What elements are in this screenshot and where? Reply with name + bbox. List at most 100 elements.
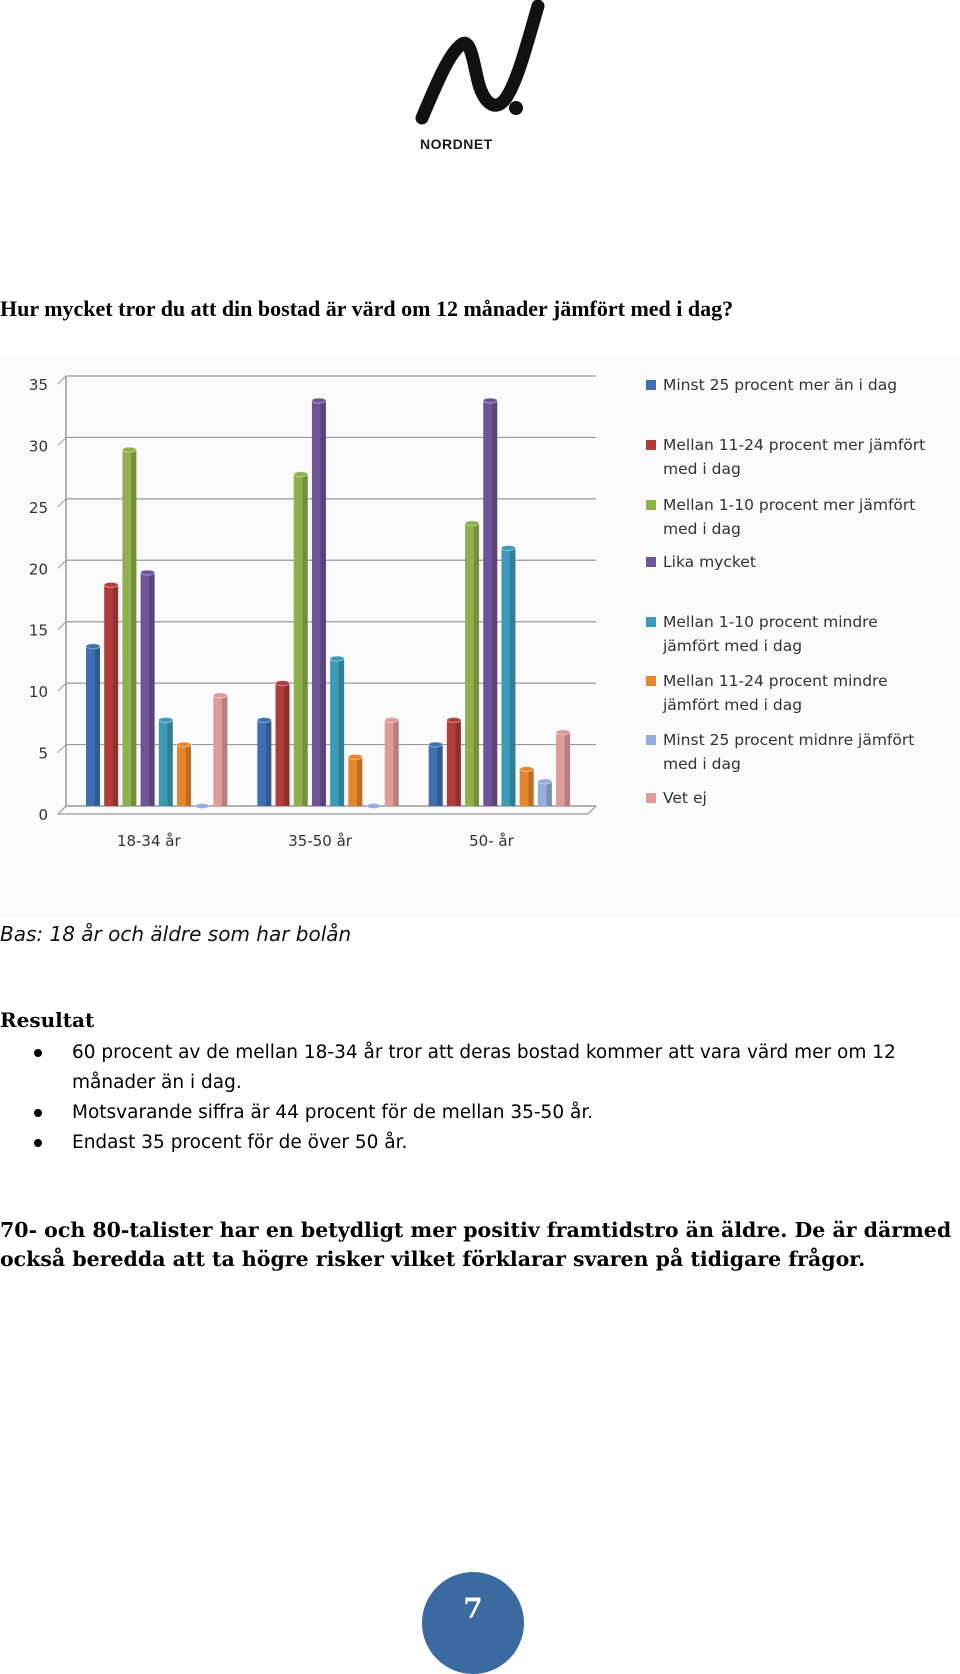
result-item: Endast 35 procent för de över 50 år. [0, 1128, 950, 1158]
legend-label: Minst 25 procent mer än i dag [663, 376, 897, 394]
bar [537, 781, 552, 806]
x-category-label: 35-50 år [288, 832, 353, 850]
legend-label: Vet ej [663, 789, 707, 807]
nordnet-n-logo-icon [415, 0, 545, 125]
bar-cap [121, 446, 137, 453]
y-tick-label: 20 [29, 560, 48, 578]
y-tick-label: 25 [29, 499, 48, 517]
bar [213, 695, 228, 806]
legend-label: jämfört med i dag [662, 696, 802, 714]
bar-cap [555, 729, 571, 736]
legend-swatch [646, 380, 656, 390]
bar-cap [140, 569, 156, 576]
bar [275, 683, 290, 806]
bar [122, 449, 137, 806]
nordnet-dot-icon [509, 101, 523, 115]
bar-cap [446, 717, 462, 723]
y-tick-label: 30 [29, 437, 48, 455]
bar-cap [537, 778, 553, 785]
grid-line-corner [57, 621, 67, 631]
brand-name: NORDNET [420, 136, 493, 152]
bar-shade [357, 756, 363, 806]
bar-cap [428, 741, 444, 748]
bar-cap [194, 803, 210, 809]
y-tick-label: 15 [29, 622, 48, 640]
legend-label: Mellan 11-24 procent mindre [663, 672, 888, 690]
bar-shade [546, 781, 552, 806]
bar-shade [131, 449, 137, 806]
legend-label: Minst 25 procent midnre jämfört [663, 731, 914, 749]
bar-shade [266, 720, 272, 806]
bar-cap [212, 692, 228, 699]
grid-line-corner [57, 682, 67, 692]
chart-background [0, 358, 960, 918]
legend-swatch [646, 793, 656, 803]
bar [348, 756, 363, 806]
legend-swatch [646, 500, 656, 510]
y-tick-label: 10 [29, 683, 48, 701]
legend-label: jämfört med i dag [662, 637, 802, 655]
grid-line-corner [57, 744, 67, 753]
legend-swatch [646, 735, 656, 745]
floor-right-line [587, 805, 597, 815]
bar [483, 400, 498, 806]
bar [519, 769, 534, 806]
grid-line-corner [57, 498, 67, 508]
bar-shade [473, 523, 480, 806]
results-list: 60 procent av de mellan 18-34 år tror at… [0, 1038, 950, 1158]
bar [446, 720, 461, 806]
bar-cap [85, 643, 101, 650]
bar [428, 744, 443, 806]
bar [501, 548, 516, 806]
bar-shade [302, 474, 308, 806]
bar-cap [366, 803, 382, 809]
bar [556, 732, 571, 806]
bar [384, 720, 399, 806]
bar [104, 584, 119, 806]
grid-line-corner [57, 375, 67, 385]
bar-cap [384, 717, 400, 723]
x-category-label: 18-34 år [117, 832, 182, 850]
base-note: Bas: 18 år och äldre som har bolån [0, 922, 352, 946]
bar-cap [500, 545, 516, 551]
bar [140, 572, 155, 806]
bar-shade [284, 683, 290, 806]
y-tick-label: 5 [38, 745, 48, 763]
bar-shade [94, 646, 100, 806]
legend-label: Mellan 1-10 procent mer jämfört [663, 496, 915, 514]
result-item: Motsvarande siffra är 44 procent för de … [0, 1098, 950, 1128]
bar-shade [437, 744, 443, 806]
bar-chart: 0 5 10 15 20 25 30 35 18-34 år 35-50 år 50- år Mi… [0, 358, 960, 918]
bar-shade [491, 400, 498, 806]
bullet-icon [34, 1049, 42, 1057]
question-heading: Hur mycket tror du att din bostad är vär… [0, 296, 734, 321]
legend-swatch [646, 676, 656, 686]
bar-cap [329, 655, 345, 662]
bar-shade [455, 720, 461, 806]
bar-cap [256, 717, 272, 723]
bar-shade [393, 720, 399, 806]
legend-label: Mellan 1-10 procent mindre [663, 613, 878, 631]
legend-label: med i dag [663, 755, 741, 773]
bar-cap [275, 680, 291, 687]
legend-label: Mellan 11-24 procent mer jämfört [663, 436, 925, 454]
nordnet-logo [415, 0, 545, 125]
bar-shade [185, 744, 191, 806]
bar-shade [564, 732, 571, 806]
bar-shade [167, 720, 173, 806]
legend-label: Lika mycket [663, 553, 756, 571]
bar-shade [338, 658, 345, 806]
legend-label: med i dag [663, 460, 741, 478]
bar-shade [320, 400, 326, 806]
legend-swatch [646, 557, 656, 567]
legend-swatch [646, 440, 656, 450]
legend-swatch [646, 617, 656, 627]
bar [86, 646, 100, 806]
bar [177, 744, 191, 806]
conclusion-paragraph: 70- och 80-talister har en betydligt mer… [0, 1218, 952, 1271]
x-category-label: 50- år [469, 832, 514, 850]
bar [158, 720, 173, 806]
bar-shade [528, 769, 534, 806]
bar-cap [158, 717, 174, 723]
bar [257, 720, 272, 806]
